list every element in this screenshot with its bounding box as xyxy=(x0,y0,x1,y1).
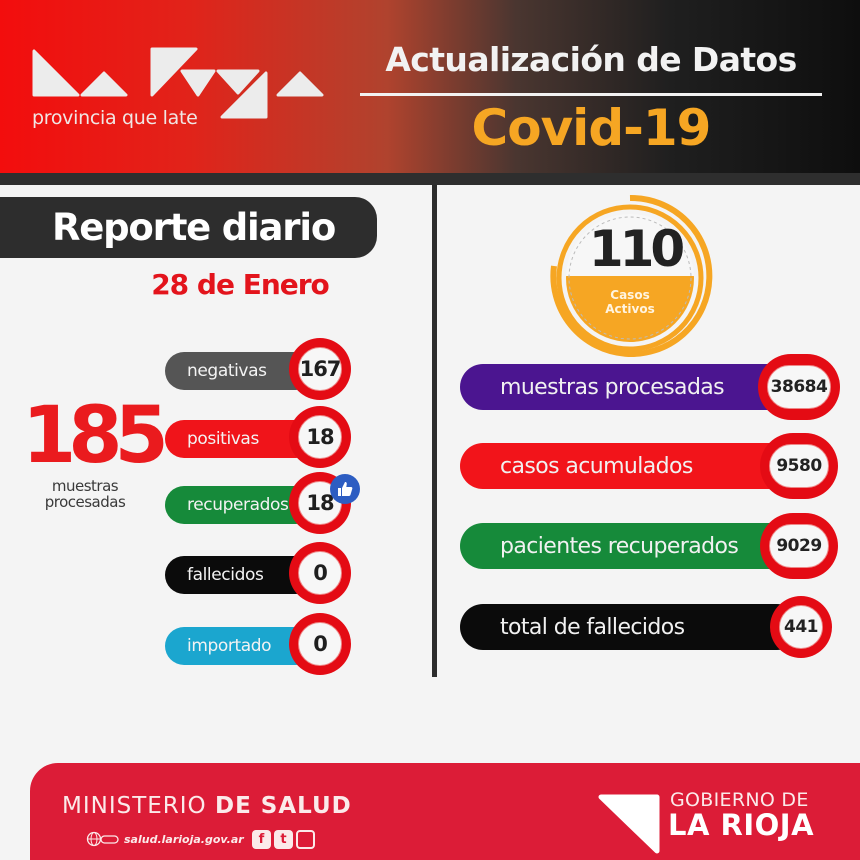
label-line-2: procesadas xyxy=(44,493,126,511)
stat-value: 167 xyxy=(298,347,342,391)
title-underline xyxy=(360,93,822,96)
cumulative-row-fallecidos: total de fallecidos 441 xyxy=(460,596,840,658)
la-rioja-logo-icon xyxy=(32,47,324,119)
cumulative-row-muestras: muestras procesadas 38684 xyxy=(460,354,840,420)
instagram-icon[interactable]: ◎ xyxy=(296,830,315,849)
website-url[interactable]: salud.larioja.gov.ar xyxy=(124,832,244,846)
daily-total-samples: 185 xyxy=(22,391,169,481)
stat-value: 18 xyxy=(298,415,342,459)
ministry-name-light: MINISTERIO xyxy=(62,793,215,819)
report-date: 28 de Enero xyxy=(151,268,330,301)
cumulative-value-badge: 9580 xyxy=(760,433,838,499)
thumbs-up-icon xyxy=(330,474,360,504)
stat-row-positivas: positivas 18 xyxy=(165,406,351,468)
stat-row-recuperados: recuperados 18 xyxy=(165,472,351,534)
twitter-icon[interactable]: t xyxy=(274,830,293,849)
active-cases-gauge-icon xyxy=(550,194,713,357)
facebook-icon[interactable]: f xyxy=(252,830,271,849)
cumulative-label: pacientes recuperados xyxy=(460,523,800,569)
stat-row-importado: importado 0 xyxy=(165,613,351,675)
stat-row-fallecidos: fallecidos 0 xyxy=(165,542,351,604)
globe-web-icon xyxy=(86,831,119,847)
cumulative-value: 38684 xyxy=(767,365,831,409)
gobierno-la-rioja-logo-icon xyxy=(598,794,660,854)
daily-report-heading: Reporte diario xyxy=(0,197,377,258)
column-divider xyxy=(432,185,437,677)
footer-banner xyxy=(30,763,860,860)
stat-value-badge: 167 xyxy=(289,338,351,400)
cumulative-label: casos acumulados xyxy=(460,443,800,489)
cumulative-label: muestras procesadas xyxy=(460,364,800,410)
logo-tagline: provincia que late xyxy=(32,107,198,129)
cumulative-value-badge: 9029 xyxy=(760,513,838,579)
daily-total-samples-label: muestras procesadas xyxy=(30,478,140,510)
stat-row-negativas: negativas 167 xyxy=(165,338,351,400)
label-line-2: Activos xyxy=(605,302,655,316)
cumulative-value-badge: 441 xyxy=(770,596,832,658)
page-title: Actualización de Datos xyxy=(385,40,797,79)
cumulative-value: 441 xyxy=(779,605,823,649)
cumulative-value: 9580 xyxy=(769,444,829,488)
cumulative-row-recuperados: pacientes recuperados 9029 xyxy=(460,513,840,579)
stat-value-badge: 0 xyxy=(289,613,351,675)
cumulative-row-casos: casos acumulados 9580 xyxy=(460,433,840,499)
website-link[interactable]: salud.larioja.gov.ar xyxy=(86,831,244,847)
page-subtitle: Covid-19 xyxy=(471,99,712,157)
stat-value: 0 xyxy=(298,622,342,666)
stat-value-badge: 0 xyxy=(289,542,351,604)
social-links: f t ◎ xyxy=(252,830,315,849)
label-line-1: muestras xyxy=(51,477,119,495)
ministry-name-bold: DE SALUD xyxy=(214,793,352,819)
active-cases-value: 110 xyxy=(588,220,685,278)
active-cases-label: Casos Activos xyxy=(580,288,680,316)
header-bottom-bar xyxy=(0,173,860,185)
label-line-1: Casos xyxy=(610,288,650,302)
stat-value: 0 xyxy=(298,551,342,595)
stat-value-badge: 18 xyxy=(289,406,351,468)
cumulative-value-badge: 38684 xyxy=(758,354,840,420)
header-banner xyxy=(0,0,860,173)
cumulative-value: 9029 xyxy=(769,524,829,568)
ministry-name: MINISTERIO DE SALUD xyxy=(62,793,352,819)
cumulative-label: total de fallecidos xyxy=(460,604,800,650)
stat-value-badge: 18 xyxy=(289,472,351,534)
government-name-line-1: GOBIERNO DE xyxy=(670,789,809,811)
government-name-line-2: LA RIOJA xyxy=(668,808,815,842)
